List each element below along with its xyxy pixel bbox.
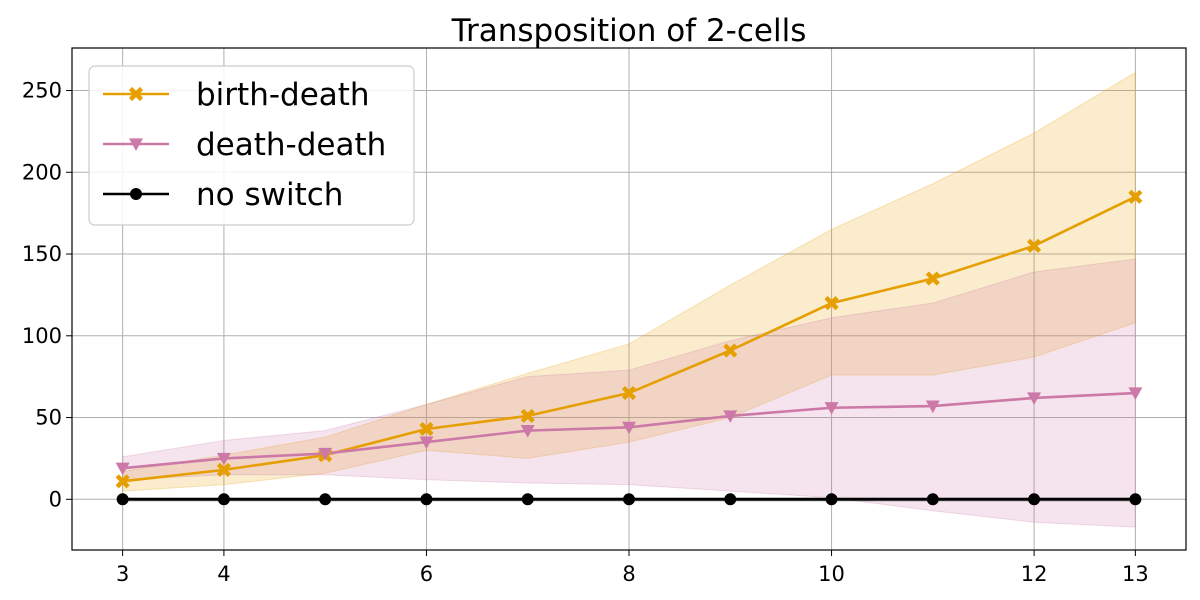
- no-switch-point: [420, 493, 433, 506]
- death-death-point: [723, 410, 738, 423]
- birth-death-point: [824, 296, 839, 311]
- x-axis-ticks: 3 4 6 8 10 12 13: [116, 550, 1149, 586]
- y-tick-label: 50: [35, 406, 62, 430]
- no-switch-point: [1129, 493, 1142, 506]
- x-tick-label: 10: [818, 562, 845, 586]
- no-switch-point: [1028, 493, 1041, 506]
- birth-death-point: [925, 271, 940, 286]
- x-tick-label: 13: [1122, 562, 1149, 586]
- y-tick-label: 200: [22, 160, 62, 184]
- x-tick-label: 8: [622, 562, 635, 586]
- y-axis-ticks: 0 50 100 150 200 250: [22, 79, 72, 511]
- legend-box: [88, 65, 415, 226]
- birth-death-point: [621, 385, 637, 401]
- legend: birth-death death-death no switch: [88, 65, 415, 226]
- x-tick-label: 4: [217, 562, 230, 586]
- no-switch-point: [825, 493, 838, 506]
- no-switch-point: [521, 493, 534, 506]
- series-markers: [115, 189, 1143, 506]
- birth-death-point: [1027, 238, 1042, 253]
- no-switch-point: [217, 493, 230, 506]
- x-tick-label: 3: [116, 562, 129, 586]
- birth-death-point: [520, 408, 535, 423]
- birth-death-point: [1128, 189, 1143, 204]
- legend-no-switch-marker: [130, 188, 142, 200]
- death-death-point: [318, 447, 333, 461]
- death-death-point: [622, 421, 636, 435]
- death-death-point: [216, 452, 231, 466]
- no-switch-point: [724, 493, 737, 506]
- no-switch-point: [116, 493, 129, 506]
- birth-death-point: [419, 421, 434, 437]
- no-switch-point: [623, 493, 635, 506]
- chart-title: Transposition of 2-cells: [451, 13, 807, 49]
- no-switch-point: [319, 493, 332, 506]
- birth-death-band: [122, 71, 1136, 492]
- x-tick-label: 6: [420, 562, 433, 586]
- y-tick-label: 150: [22, 242, 62, 266]
- x-tick-label: 12: [1021, 562, 1048, 586]
- death-death-point: [115, 462, 130, 476]
- birth-death-point: [216, 462, 231, 477]
- legend-no-switch-label: no switch: [196, 177, 343, 213]
- legend-birth-death-label: birth-death: [196, 77, 370, 113]
- legend-death-death-label: death-death: [196, 127, 386, 163]
- legend-birth-death-marker: [128, 86, 144, 102]
- y-tick-label: 0: [49, 487, 62, 511]
- death-death-point: [1128, 387, 1143, 401]
- death-death-point: [419, 436, 434, 450]
- birth-death-point: [723, 343, 738, 358]
- legend-death-death-marker: [129, 138, 143, 151]
- death-death-point: [520, 425, 535, 438]
- death-death-point: [925, 400, 940, 414]
- birth-death-point: [115, 474, 130, 489]
- death-death-point: [1027, 392, 1042, 405]
- no-switch-point: [926, 493, 939, 506]
- y-tick-label: 100: [22, 324, 62, 348]
- y-tick-label: 250: [22, 79, 62, 103]
- death-death-point: [824, 402, 839, 415]
